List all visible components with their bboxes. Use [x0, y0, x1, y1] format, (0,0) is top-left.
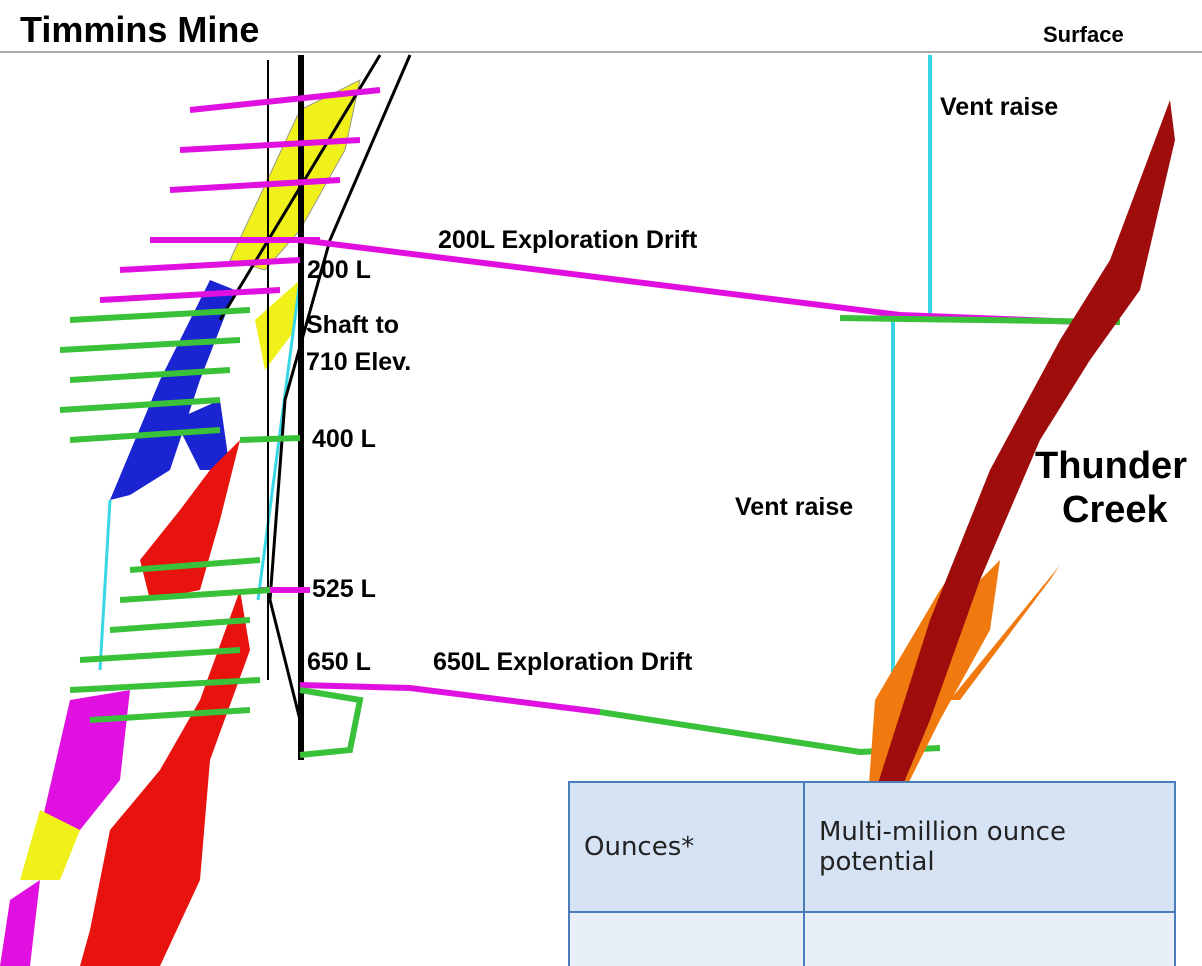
ore-magenta	[40, 690, 130, 830]
table-cell: Ounces*	[569, 782, 804, 912]
level-label: 200 L	[307, 256, 371, 284]
raise	[100, 500, 110, 670]
deposit-label: Creek	[1062, 489, 1168, 531]
table-row: Ounces* Multi-million ounce potential	[569, 782, 1175, 912]
surface-label: Surface	[1043, 22, 1124, 47]
vent-raise-label: Vent raise	[940, 93, 1058, 121]
drift-label: 650L Exploration Drift	[433, 648, 693, 676]
level-label: 525 L	[312, 575, 376, 603]
info-table: Ounces* Multi-million ounce potential	[568, 781, 1176, 966]
level-label: 650 L	[307, 648, 371, 676]
table-row	[569, 912, 1175, 966]
page: Timmins Mine Surface Vent raise 200L Exp…	[0, 0, 1202, 966]
deposit-label: Thunder	[1035, 445, 1187, 487]
level-label: 400 L	[312, 425, 376, 453]
drift-label: 200L Exploration Drift	[438, 226, 698, 254]
title: Timmins Mine	[20, 9, 259, 50]
vent-raise-label: Vent raise	[735, 493, 853, 521]
diagram: Timmins Mine Surface Vent raise 200L Exp…	[0, 0, 1202, 966]
table-cell: Multi-million ounce potential	[804, 782, 1175, 912]
shaft-label: 710 Elev.	[306, 348, 411, 376]
table-cell	[804, 912, 1175, 966]
table-cell	[569, 912, 804, 966]
ore-magenta	[0, 880, 40, 966]
shaft-label: Shaft to	[306, 311, 399, 339]
